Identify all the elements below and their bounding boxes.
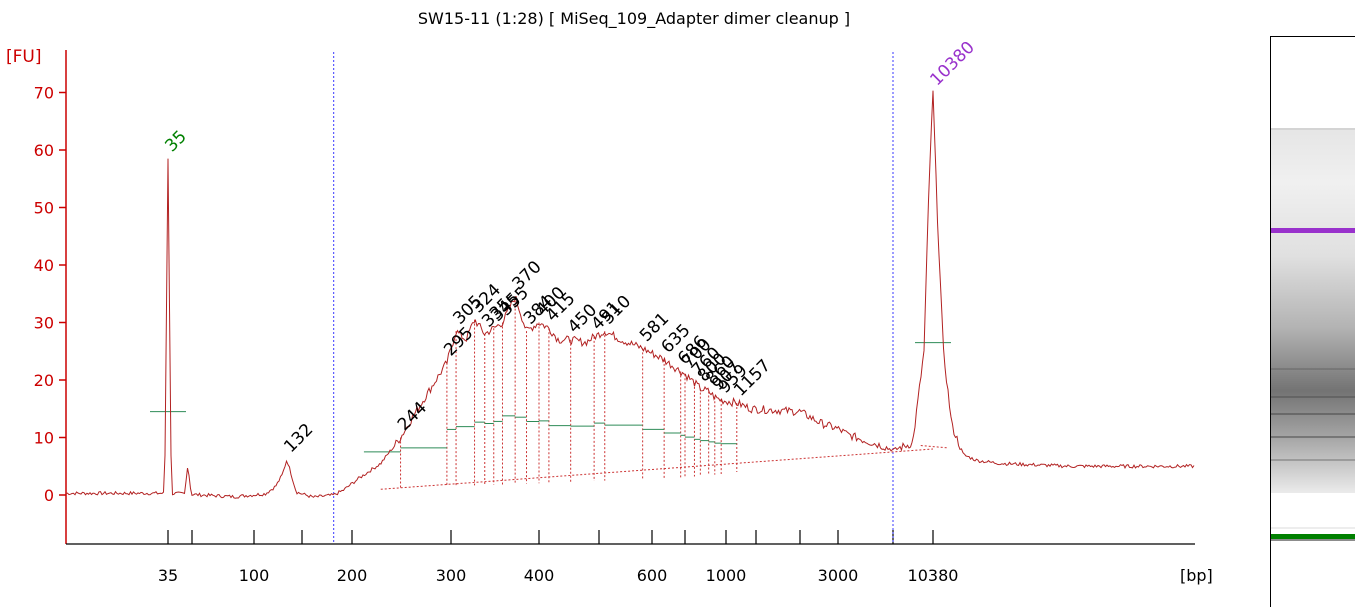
peak-label: 244 bbox=[394, 398, 431, 435]
y-tick-label: 0 bbox=[44, 486, 54, 505]
y-tick-label: 60 bbox=[34, 141, 54, 160]
y-axis: 0 10 20 30 40 50 60 70 bbox=[34, 50, 67, 544]
smear-baseline bbox=[380, 448, 934, 490]
x-tick-label: 300 bbox=[436, 566, 467, 585]
x-tick-label: 10380 bbox=[908, 566, 959, 585]
x-tick-label: 400 bbox=[524, 566, 555, 585]
gel-band bbox=[1271, 396, 1355, 398]
x-tick-label: 100 bbox=[239, 566, 270, 585]
x-tick-label: 3000 bbox=[818, 566, 859, 585]
gel-lane bbox=[1270, 36, 1355, 607]
electropherogram: SW15-11 (1:28) [ MiSeq_109_Adapter dimer… bbox=[6, 9, 1213, 585]
peak-label: 295 bbox=[440, 323, 477, 360]
trace-layer bbox=[65, 90, 1195, 499]
y-tick-label: 40 bbox=[34, 256, 54, 275]
x-tick-label: 600 bbox=[637, 566, 668, 585]
chart-title: SW15-11 (1:28) [ MiSeq_109_Adapter dimer… bbox=[418, 9, 850, 29]
x-axis: 35 100 200 300 400 600 1000 3000 10380 bbox=[66, 530, 1195, 585]
y-tick-label: 30 bbox=[34, 314, 54, 333]
x-tick-label: 35 bbox=[158, 566, 178, 585]
gel-smear bbox=[1271, 128, 1355, 493]
smear-integration bbox=[150, 296, 951, 490]
gel-band bbox=[1271, 459, 1355, 461]
peak-label: 10380 bbox=[926, 38, 978, 90]
gel-band bbox=[1271, 368, 1355, 370]
y-tick-label: 70 bbox=[34, 84, 54, 103]
electropherogram-trace bbox=[65, 90, 1195, 499]
gel-upper-marker bbox=[1271, 228, 1355, 233]
x-axis-label: [bp] bbox=[1180, 566, 1213, 585]
peak-label: 35 bbox=[161, 127, 190, 156]
x-tick-label: 200 bbox=[337, 566, 368, 585]
gel-band bbox=[1271, 413, 1355, 415]
gel-band bbox=[1271, 539, 1355, 541]
y-tick-label: 20 bbox=[34, 371, 54, 390]
gel-lower-marker bbox=[1271, 534, 1355, 539]
gel-band bbox=[1271, 527, 1355, 529]
y-tick-label: 50 bbox=[34, 199, 54, 218]
gel-band bbox=[1271, 436, 1355, 438]
x-tick-label: 1000 bbox=[706, 566, 747, 585]
y-axis-label: [FU] bbox=[6, 47, 42, 67]
gel-band bbox=[1271, 128, 1355, 130]
y-tick-label: 10 bbox=[34, 429, 54, 448]
peak-labels: 3513224429530532433534535537038440041545… bbox=[161, 38, 978, 457]
peak-baseline bbox=[920, 445, 948, 449]
gate-lines bbox=[333, 52, 894, 544]
peak-label: 132 bbox=[280, 420, 317, 457]
